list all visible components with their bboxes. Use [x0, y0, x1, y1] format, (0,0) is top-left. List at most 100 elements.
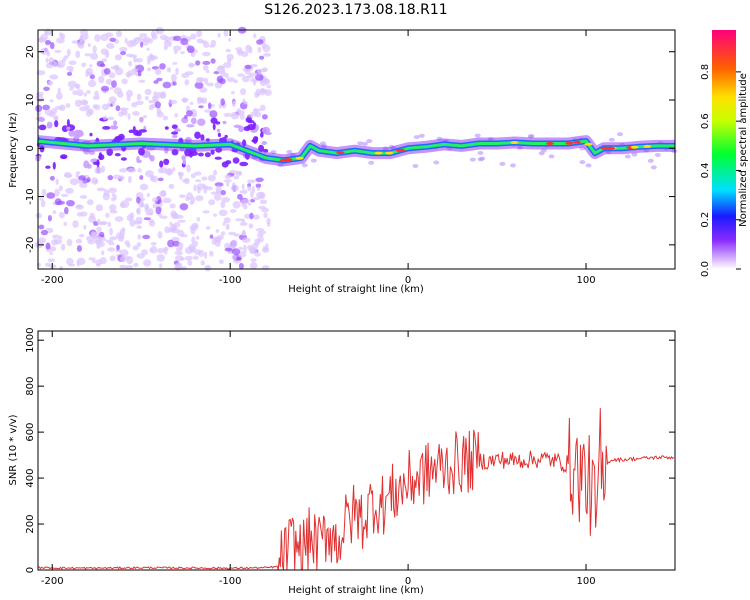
heatmap-speckle	[119, 249, 129, 257]
heatmap-speckle	[262, 245, 267, 252]
heatmap-speckle	[198, 152, 204, 157]
heatmap-speckle	[102, 115, 108, 121]
heatmap-speckle	[181, 72, 190, 79]
heatmap-speckle	[79, 234, 85, 238]
heatmap-speckle	[239, 222, 248, 226]
heatmap-speckle	[224, 72, 229, 79]
heatmap-speckle	[301, 163, 308, 168]
heatmap-speckle	[38, 224, 45, 230]
heatmap-speckle	[57, 87, 61, 95]
heatmap-speckle	[259, 79, 268, 87]
heatmap-speckle	[113, 120, 118, 126]
heatmap-speckle	[624, 154, 631, 159]
heatmap-speckle	[237, 171, 242, 176]
heatmap-speckle	[60, 193, 69, 197]
heatmap-speckle	[208, 44, 215, 48]
heatmap-speckle	[254, 241, 260, 246]
heatmap-speckle	[39, 47, 49, 55]
heatmap-speckle	[202, 60, 211, 65]
heatmap-speckle	[153, 91, 158, 99]
heatmap-speckle	[51, 108, 58, 115]
heatmap-speckle	[366, 139, 373, 144]
heatmap-speckle	[548, 154, 555, 159]
heatmap-speckle	[213, 213, 217, 217]
heatmap-speckle	[49, 175, 55, 181]
heatmap-speckle	[259, 104, 266, 112]
heatmap-speckle	[208, 199, 216, 206]
heatmap-speckle	[54, 198, 62, 206]
heatmap-speckle	[223, 217, 231, 224]
heatmap-speckle	[40, 229, 49, 236]
heatmap-speckle	[250, 258, 257, 263]
heatmap-speckle	[36, 111, 41, 117]
heatmap-speckle	[66, 71, 73, 76]
heatmap-speckle	[45, 242, 51, 250]
heatmap-speckle	[474, 133, 481, 138]
heatmap-speckle	[174, 266, 183, 271]
heatmap-speckle	[362, 141, 368, 146]
heatmap-speckle	[220, 189, 227, 196]
heatmap-speckle	[191, 113, 198, 118]
heatmap-speckle	[224, 134, 228, 139]
heatmap-speckle	[223, 62, 232, 69]
heatmap-speckle	[88, 257, 94, 261]
heatmap-speckle	[226, 223, 230, 228]
heatmap-speckle	[96, 226, 102, 233]
heatmap-speckle	[249, 262, 258, 269]
heatmap-speckle	[74, 99, 82, 108]
heatmap-speckle	[215, 185, 222, 194]
heatmap-speckle	[157, 231, 163, 239]
heatmap-speckle	[109, 227, 113, 236]
heatmap-speckle	[160, 92, 166, 99]
heatmap-speckle	[60, 155, 67, 159]
heatmap-speckle	[115, 105, 121, 112]
heatmap-speckle	[172, 81, 177, 86]
heatmap-ridge-peak	[37, 139, 675, 162]
heatmap-speckle	[190, 117, 197, 125]
heatmap-speckle	[54, 120, 59, 128]
heatmap-speckle	[48, 57, 55, 64]
heatmap-speckle	[39, 197, 44, 201]
heatmap-speckle	[194, 81, 204, 89]
heatmap-speckle	[179, 173, 183, 181]
heatmap-speckle	[247, 179, 256, 184]
heatmap-speckle	[54, 49, 62, 54]
heatmap-speckle	[202, 41, 210, 48]
heatmap-speckle	[139, 175, 144, 180]
heatmap-speckle	[37, 237, 47, 244]
heatmap-speckle	[121, 78, 128, 85]
heatmap-speckle	[233, 175, 240, 180]
heatmap-speckle	[98, 75, 105, 84]
heatmap-speckle	[617, 132, 623, 137]
heatmap-speckle	[55, 178, 59, 185]
heatmap-speckle	[94, 90, 99, 98]
heatmap-speckle	[36, 70, 46, 76]
heatmap-speckle	[227, 77, 235, 83]
heatmap-speckle	[196, 183, 204, 191]
heatmap-speckle	[146, 192, 150, 198]
heatmap-speckle	[136, 225, 142, 230]
colorbar-gradient	[712, 30, 736, 269]
heatmap-speckle	[49, 74, 59, 80]
heatmap-speckle	[255, 136, 259, 142]
heatmap-speckle	[223, 29, 229, 37]
heatmap-speckle	[37, 37, 46, 43]
heatmap-speckle	[144, 96, 149, 101]
snr-x-tick-label: 0	[405, 576, 411, 587]
heatmap-speckle	[111, 193, 116, 197]
heatmap-speckle	[106, 116, 115, 121]
heatmap-speckle	[136, 196, 141, 204]
heatmap-speckle	[184, 255, 193, 261]
snr-x-tick-label: 100	[576, 576, 595, 587]
heatmap-speckle	[217, 132, 221, 138]
heatmap-speckle	[108, 72, 116, 79]
heatmap-speckle	[225, 48, 232, 53]
heatmap-speckle	[159, 63, 166, 70]
heatmap-speckle	[250, 111, 254, 119]
heatmap-speckle	[139, 183, 149, 191]
heatmap-speckle	[608, 137, 615, 142]
heatmap-speckle	[219, 259, 224, 265]
heatmap-speckle	[135, 100, 144, 106]
heatmap-speckle	[170, 73, 177, 82]
heatmap-speckle	[137, 168, 142, 173]
